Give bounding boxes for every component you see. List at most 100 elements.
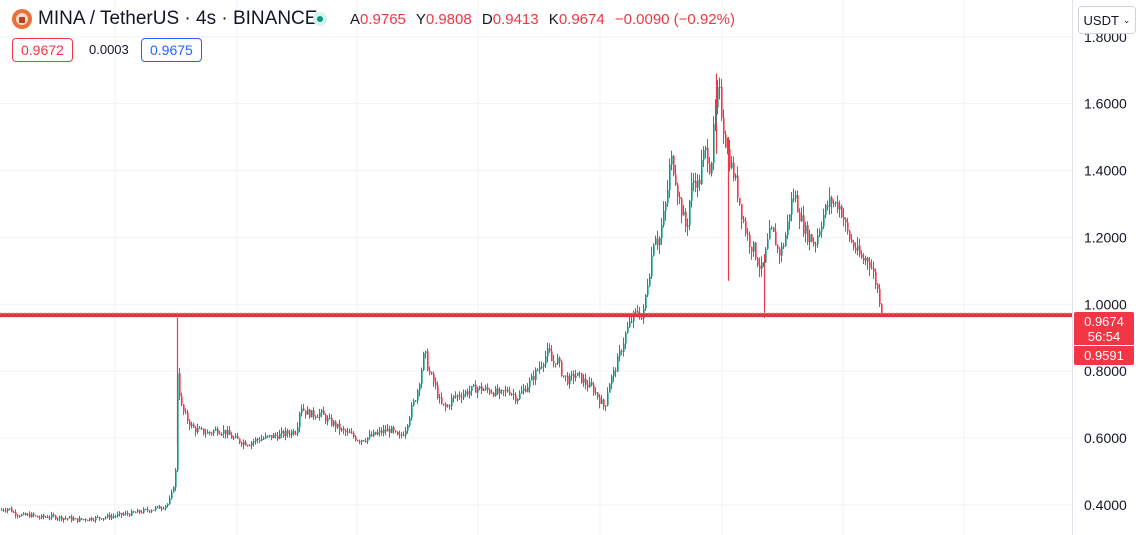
candle-down bbox=[353, 433, 355, 437]
candle-up bbox=[27, 513, 29, 516]
candle-down bbox=[513, 394, 515, 396]
candle-down bbox=[287, 430, 289, 434]
candle-up bbox=[519, 393, 521, 399]
candle-down bbox=[827, 205, 829, 207]
candle-up bbox=[457, 395, 459, 397]
candle-down bbox=[141, 512, 143, 514]
ohlc-legend: A0.9765 Y0.9808 D0.9413 K0.9674 −0.0090 … bbox=[350, 11, 735, 28]
candle-up bbox=[83, 519, 85, 521]
candle-down bbox=[241, 442, 243, 445]
candle-up bbox=[267, 435, 269, 437]
candle-up bbox=[407, 425, 409, 431]
candle-up bbox=[823, 214, 825, 227]
candle-down bbox=[303, 408, 305, 411]
candle-down bbox=[315, 416, 317, 418]
candle-down bbox=[739, 197, 741, 205]
y-tick-label: 1.2000 bbox=[1084, 229, 1127, 245]
candle-down bbox=[707, 147, 709, 164]
candle-up bbox=[645, 294, 647, 309]
candle-down bbox=[293, 431, 295, 434]
candle-up bbox=[89, 517, 91, 521]
candle-up bbox=[307, 409, 309, 415]
candle-up bbox=[299, 412, 301, 428]
candle-up bbox=[415, 400, 417, 402]
candle-up bbox=[421, 370, 423, 385]
candle-down bbox=[851, 239, 853, 243]
candle-down bbox=[139, 510, 141, 513]
candle-up bbox=[447, 405, 449, 407]
candle-down bbox=[397, 431, 399, 435]
candle-up bbox=[103, 518, 105, 520]
candle-down bbox=[695, 180, 697, 188]
candle-up bbox=[163, 508, 165, 510]
candle-down bbox=[363, 440, 365, 442]
candle-up bbox=[809, 234, 811, 243]
candle-down bbox=[325, 414, 327, 422]
candle-down bbox=[475, 384, 477, 393]
candle-up bbox=[697, 179, 699, 188]
candle-down bbox=[737, 175, 739, 198]
ohlc-high-value: 0.9808 bbox=[425, 11, 472, 28]
candle-up bbox=[69, 516, 71, 519]
candle-down bbox=[91, 517, 93, 521]
candle-up bbox=[207, 431, 209, 434]
candle-down bbox=[71, 516, 73, 521]
y-tick-label: 1.0000 bbox=[1084, 296, 1127, 312]
candle-up bbox=[373, 432, 375, 436]
candle-up bbox=[409, 417, 411, 426]
candle-down bbox=[699, 179, 701, 184]
candle-up bbox=[419, 384, 421, 391]
candle-down bbox=[675, 174, 677, 185]
sell-price-button[interactable]: 0.9672 bbox=[12, 38, 73, 62]
candle-up bbox=[367, 437, 369, 442]
candle-down bbox=[271, 435, 273, 439]
candle-down bbox=[803, 215, 805, 234]
currency-selector[interactable]: USDT ⌄ bbox=[1078, 6, 1136, 34]
candle-down bbox=[129, 514, 131, 516]
candle-up bbox=[171, 492, 173, 499]
symbol-title[interactable]: MINA / TetherUS · 4s · BINANCE bbox=[38, 8, 318, 29]
candle-down bbox=[525, 388, 527, 392]
buy-price-button[interactable]: 0.9675 bbox=[141, 38, 202, 62]
candle-down bbox=[813, 241, 815, 245]
candle-down bbox=[777, 245, 779, 249]
candle-up bbox=[625, 332, 627, 344]
market-open-icon[interactable] bbox=[313, 12, 327, 26]
candle-up bbox=[473, 384, 475, 387]
candle-down bbox=[721, 86, 723, 118]
candle-up bbox=[669, 164, 671, 191]
candle-down bbox=[873, 268, 875, 272]
candle-up bbox=[763, 262, 765, 264]
candle-down bbox=[871, 267, 873, 269]
candle-down bbox=[723, 117, 725, 135]
grid-lines bbox=[0, 0, 1072, 535]
candle-down bbox=[641, 317, 643, 319]
candle-down bbox=[81, 518, 83, 520]
candle-up bbox=[801, 215, 803, 222]
y-tick-label: 0.4000 bbox=[1084, 497, 1127, 513]
candle-up bbox=[785, 235, 787, 247]
candle-up bbox=[165, 505, 167, 509]
candle-down bbox=[349, 431, 351, 433]
candle-up bbox=[369, 434, 371, 438]
candle-up bbox=[111, 516, 113, 519]
candle-up bbox=[21, 514, 23, 517]
candle-down bbox=[489, 389, 491, 393]
candle-down bbox=[437, 385, 439, 399]
y-tick-label: 0.6000 bbox=[1084, 430, 1127, 446]
candle-wicks bbox=[1, 73, 882, 524]
candle-down bbox=[375, 432, 377, 435]
candle-up bbox=[835, 202, 837, 204]
candle-up bbox=[539, 366, 541, 370]
candle-up bbox=[717, 86, 719, 108]
candle-down bbox=[445, 404, 447, 407]
candle-up bbox=[439, 397, 441, 399]
candle-up bbox=[485, 387, 487, 390]
candle-up bbox=[23, 513, 25, 515]
candle-up bbox=[821, 226, 823, 232]
candle-up bbox=[547, 348, 549, 357]
candle-down bbox=[503, 390, 505, 392]
candle-down bbox=[249, 445, 251, 447]
